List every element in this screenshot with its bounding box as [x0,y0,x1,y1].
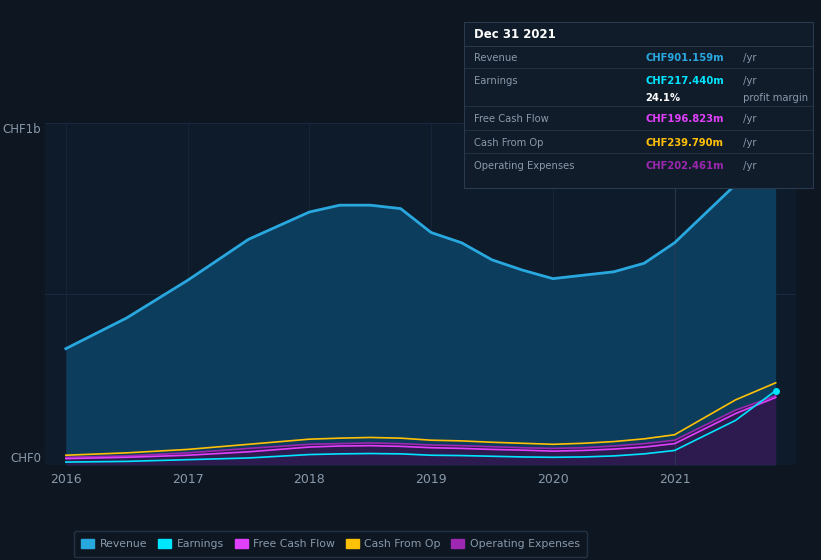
Text: Operating Expenses: Operating Expenses [475,161,575,171]
Text: Revenue: Revenue [475,53,518,63]
Text: /yr: /yr [740,161,756,171]
Text: profit margin: profit margin [740,93,808,103]
Text: /yr: /yr [740,114,756,124]
Text: 24.1%: 24.1% [645,93,681,103]
Text: CHF901.159m: CHF901.159m [645,53,724,63]
Text: CHF239.790m: CHF239.790m [645,138,723,148]
Legend: Revenue, Earnings, Free Cash Flow, Cash From Op, Operating Expenses: Revenue, Earnings, Free Cash Flow, Cash … [74,531,587,557]
Text: CHF1b: CHF1b [2,123,41,136]
Text: /yr: /yr [740,53,756,63]
Text: Cash From Op: Cash From Op [475,138,544,148]
Text: CHF0: CHF0 [11,452,41,465]
Text: CHF217.440m: CHF217.440m [645,76,724,86]
Text: Free Cash Flow: Free Cash Flow [475,114,549,124]
Text: Dec 31 2021: Dec 31 2021 [475,27,556,41]
Text: /yr: /yr [740,76,756,86]
Text: CHF202.461m: CHF202.461m [645,161,724,171]
Text: Earnings: Earnings [475,76,518,86]
Text: /yr: /yr [740,138,756,148]
Text: CHF196.823m: CHF196.823m [645,114,724,124]
